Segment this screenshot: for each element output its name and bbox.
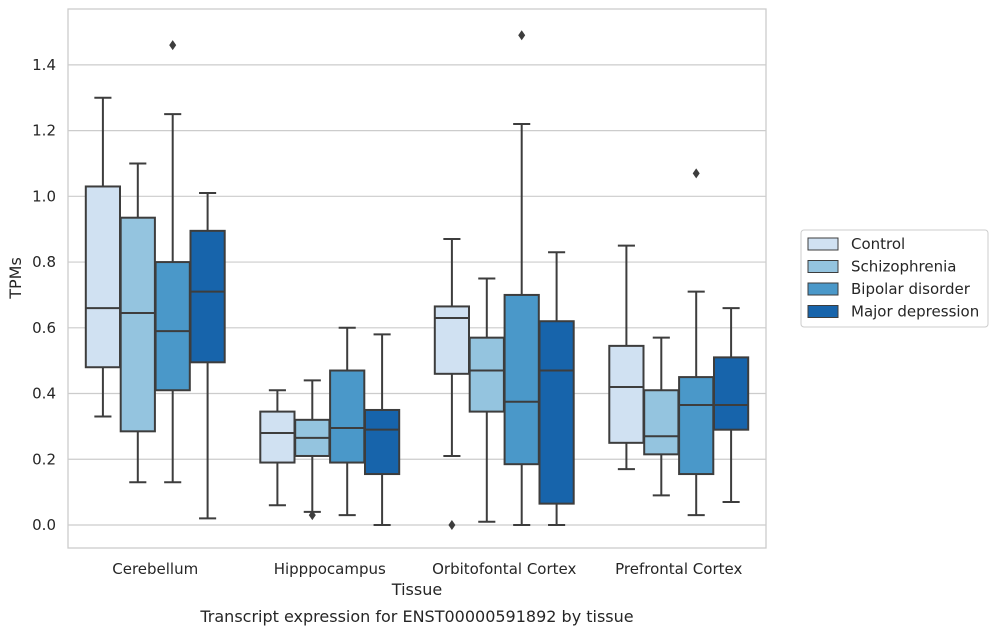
legend-label: Major depression: [851, 303, 979, 321]
legend-label: Bipolar disorder: [851, 280, 971, 298]
box-body: [433, 305, 471, 375]
y-tick-labels: 0.0 0.2 0.4 0.6 0.8 1.0 1.2 1.4: [32, 56, 56, 534]
legend-swatch: [807, 260, 839, 273]
y-tick-label: 1.2: [32, 122, 56, 140]
legend: Control Schizophrenia Bipolar disorder Majo…: [800, 229, 989, 328]
box-body: [503, 293, 540, 466]
box-3-3: [712, 307, 750, 503]
outlier-point: [692, 168, 700, 179]
y-tick-label: 1.4: [32, 56, 56, 74]
box-body: [538, 320, 575, 505]
legend-swatch: [807, 237, 839, 251]
box-body: [329, 369, 366, 464]
box-3-0: [608, 244, 645, 471]
y-tick-label: 0.6: [32, 319, 56, 337]
x-axis-label: Tissue: [391, 580, 442, 599]
box-body: [712, 356, 750, 431]
box-2-1: [468, 277, 505, 523]
box-2-2: [503, 30, 540, 526]
box-1-3: [363, 333, 401, 526]
outlier-point: [448, 519, 456, 530]
box-3-2: [678, 168, 715, 517]
legend-items: Control Schizophrenia Bipolar disorder Majo…: [807, 235, 979, 321]
y-tick-label: 1.0: [32, 187, 56, 205]
box-body: [84, 185, 122, 369]
x-tick-label: Cerebellum: [112, 560, 198, 578]
y-axis-label: TPMs: [6, 257, 25, 300]
legend-swatch: [807, 282, 839, 296]
box-3-1: [643, 336, 680, 497]
legend-label: Control: [851, 235, 905, 253]
chart-caption: Transcript expression for ENST0000059189…: [199, 607, 633, 626]
x-tick-label: Orbitofontal Cortex: [432, 560, 576, 578]
y-tick-label: 0.0: [32, 516, 56, 534]
box-0-0: [84, 96, 122, 418]
y-tick-label: 0.2: [32, 450, 56, 468]
y-tick-label: 0.8: [32, 253, 56, 271]
box-0-2: [154, 40, 191, 484]
box-body: [154, 261, 191, 392]
box-body: [363, 408, 401, 476]
box-body: [678, 376, 715, 476]
box-1-2: [329, 326, 366, 517]
plot-frame: [67, 8, 767, 549]
legend-frame: [800, 229, 989, 328]
x-tick-labels: Cerebellum Hipppocampus Orbitofontal Corte…: [112, 560, 742, 578]
outlier-point: [169, 40, 177, 51]
box-0-3: [189, 192, 226, 520]
box-body: [468, 336, 505, 413]
box-body: [259, 410, 296, 464]
outlier-point: [518, 30, 526, 41]
box-body: [643, 389, 680, 456]
y-tick-label: 0.4: [32, 385, 56, 403]
legend-label: Schizophrenia: [851, 258, 956, 276]
x-tick-label: Hipppocampus: [274, 560, 386, 578]
box-1-0: [259, 389, 296, 507]
outlier-point: [308, 510, 316, 521]
box-2-3: [538, 251, 575, 526]
box-2-0: [433, 238, 471, 530]
box-1-1: [294, 379, 331, 521]
box-series: [84, 30, 750, 530]
box-body: [189, 229, 226, 364]
legend-swatch: [807, 305, 839, 318]
box-body: [119, 216, 156, 433]
box-body: [608, 344, 645, 444]
x-tick-label: Prefrontal Cortex: [615, 560, 742, 578]
box-0-1: [119, 162, 156, 484]
